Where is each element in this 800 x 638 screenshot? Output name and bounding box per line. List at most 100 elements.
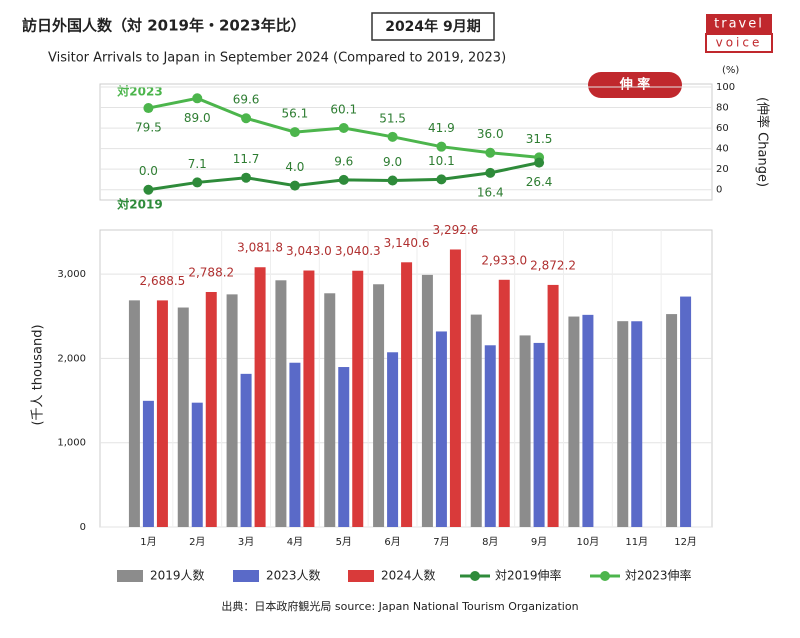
- bar: [582, 314, 594, 527]
- bar: [680, 296, 692, 527]
- badge-box: [371, 12, 495, 41]
- legend-label: 対2023伸率: [625, 568, 692, 583]
- bar: [254, 267, 266, 527]
- data-label: 4.0: [285, 160, 304, 174]
- bar: [338, 367, 350, 527]
- data-label: 51.5: [379, 111, 406, 125]
- data-label: 2,933.0: [481, 253, 527, 267]
- rate-badge-box: [588, 72, 682, 98]
- y-tick-label: 0: [80, 522, 86, 533]
- legend-swatch: [348, 570, 374, 582]
- data-label: 2,788.2: [188, 265, 234, 279]
- point: [241, 172, 252, 183]
- data-label: 3,292.6: [433, 223, 479, 237]
- x-tick-label: 4月: [287, 536, 303, 548]
- point: [241, 113, 252, 124]
- point: [143, 103, 154, 114]
- y-tick-label: 3,000: [57, 269, 86, 280]
- y2-tick-label: 0: [716, 185, 722, 196]
- data-label: 3,140.6: [384, 236, 430, 250]
- data-label: 16.4: [477, 185, 504, 199]
- point: [387, 175, 398, 186]
- point: [534, 157, 545, 168]
- data-label: 56.1: [282, 107, 309, 121]
- point: [289, 127, 300, 138]
- legend-label: 2019人数: [150, 568, 205, 583]
- bar: [631, 321, 643, 527]
- x-tick-label: 10月: [577, 536, 600, 548]
- data-label: 36.0: [477, 127, 504, 141]
- logo-bottom: [705, 33, 773, 53]
- bar: [401, 262, 413, 527]
- x-tick-label: 11月: [625, 536, 648, 548]
- data-label: 31.5: [526, 132, 553, 146]
- data-label: 41.9: [428, 121, 455, 135]
- x-tick-label: 7月: [433, 536, 449, 548]
- bar: [547, 284, 559, 527]
- data-label: 7.1: [188, 157, 207, 171]
- y2-tick-label: 60: [716, 123, 729, 134]
- bar: [324, 293, 336, 527]
- bar: [240, 373, 252, 527]
- bar: [142, 400, 154, 527]
- bar: [484, 345, 496, 527]
- data-label: 3,040.3: [335, 244, 381, 258]
- point: [485, 147, 496, 158]
- bar: [128, 300, 140, 527]
- data-label: 2,872.2: [530, 258, 576, 272]
- data-label: 69.6: [233, 93, 260, 107]
- data-label: 2,688.5: [140, 274, 186, 288]
- y-axis-label: (千人 thousand): [31, 324, 46, 425]
- data-label: 3,043.0: [286, 244, 332, 258]
- point: [338, 174, 349, 185]
- legend-swatch: [600, 571, 610, 581]
- data-label: 89.0: [184, 111, 211, 125]
- bar: [498, 279, 510, 527]
- legend-swatch: [233, 570, 259, 582]
- logo-text: travel: [714, 17, 764, 32]
- legend-swatch: [117, 570, 143, 582]
- logo-text: voice: [716, 36, 763, 50]
- bar: [470, 314, 482, 527]
- point: [485, 167, 496, 178]
- x-tick-label: 2月: [189, 536, 205, 548]
- y2-tick-label: 100: [716, 82, 735, 93]
- logo-top: [706, 14, 772, 34]
- y2-tick-label: 20: [716, 164, 729, 175]
- data-label: 10.1: [428, 154, 455, 168]
- data-label: 11.7: [233, 152, 260, 166]
- y2-axis-label: (伸率 Change): [755, 97, 771, 187]
- point: [387, 131, 398, 142]
- bar: [156, 300, 168, 527]
- x-tick-label: 3月: [238, 536, 254, 548]
- bar: [303, 270, 315, 527]
- bar: [289, 362, 301, 527]
- bar: [387, 352, 399, 527]
- x-tick-label: 12月: [674, 536, 697, 548]
- data-label: 60.1: [330, 102, 357, 116]
- y2-tick-label: 80: [716, 103, 729, 114]
- data-label: 0.0: [139, 164, 158, 178]
- top-frame: [99, 83, 713, 201]
- source: 出典：日本政府観光局 source: Japan National Touris…: [221, 599, 578, 613]
- data-label: 9.6: [334, 154, 353, 168]
- bar: [533, 342, 545, 527]
- bar: [519, 335, 531, 527]
- point: [192, 177, 203, 188]
- y-tick-label: 2,000: [57, 353, 86, 364]
- bar: [373, 284, 385, 527]
- data-label: 9.0: [383, 155, 402, 169]
- point: [436, 174, 447, 185]
- point: [143, 184, 154, 195]
- legend-swatch: [470, 571, 480, 581]
- point: [436, 141, 447, 152]
- bar: [226, 294, 238, 527]
- bar: [275, 280, 287, 527]
- bar: [191, 402, 203, 527]
- data-label: 79.5: [135, 121, 162, 135]
- data-label: 3,081.8: [237, 241, 283, 255]
- x-tick-label: 5月: [336, 536, 352, 548]
- bar: [421, 274, 433, 527]
- x-tick-label: 1月: [140, 536, 156, 548]
